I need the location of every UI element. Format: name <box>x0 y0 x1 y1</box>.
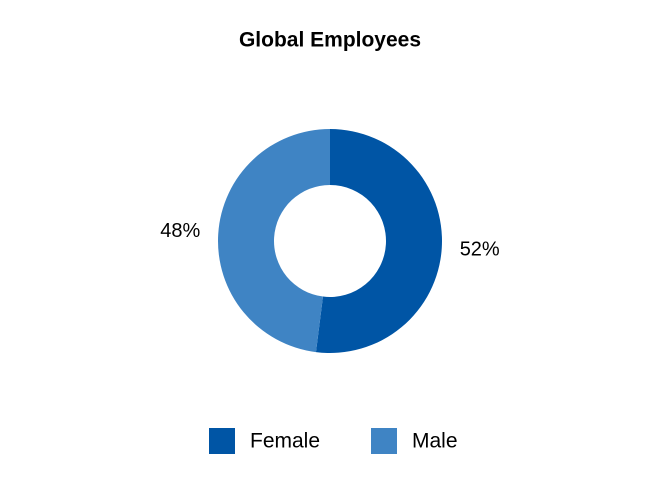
data-label: 48% <box>160 220 200 242</box>
chart-title: Global Employees <box>239 29 421 52</box>
legend-swatch <box>209 428 235 454</box>
data-label: 52% <box>460 239 500 261</box>
donut-slice <box>217 128 330 353</box>
legend-label: Female <box>250 430 320 453</box>
legend-swatch <box>371 428 397 454</box>
legend-label: Male <box>412 430 458 453</box>
donut-slice <box>315 129 442 353</box>
